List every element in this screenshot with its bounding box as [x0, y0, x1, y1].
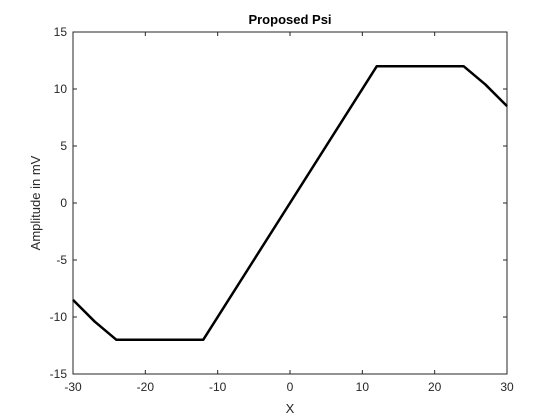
x-axis-label: X: [286, 401, 295, 416]
y-tick-label: 15: [54, 25, 68, 39]
chart-title: Proposed Psi: [248, 12, 331, 27]
x-tick-label: 20: [428, 380, 442, 394]
y-axis-label: Amplitude in mV: [28, 155, 43, 250]
x-tick-label: 0: [287, 380, 294, 394]
series-line-0: [72, 64, 508, 342]
y-tick-labels: 15 10 5 0 -5 -10 -15: [50, 25, 68, 381]
x-tick-label: -30: [64, 380, 82, 394]
x-ticks: [72, 32, 508, 374]
x-tick-label: -20: [137, 380, 155, 394]
y-tick-label: 5: [60, 139, 67, 153]
y-tick-label: 0: [60, 196, 67, 210]
series-layer: [72, 64, 508, 342]
y-tick-label: -15: [50, 367, 68, 381]
x-tick-label: 30: [500, 380, 514, 394]
x-tick-labels: -30 -20 -10 0 10 20 30: [64, 380, 514, 394]
y-tick-label: 10: [54, 82, 68, 96]
y-tick-label: -10: [50, 310, 68, 324]
x-tick-label: 10: [356, 380, 370, 394]
y-tick-label: -5: [56, 253, 67, 267]
x-tick-label: -10: [209, 380, 227, 394]
y-ticks: [73, 31, 507, 375]
